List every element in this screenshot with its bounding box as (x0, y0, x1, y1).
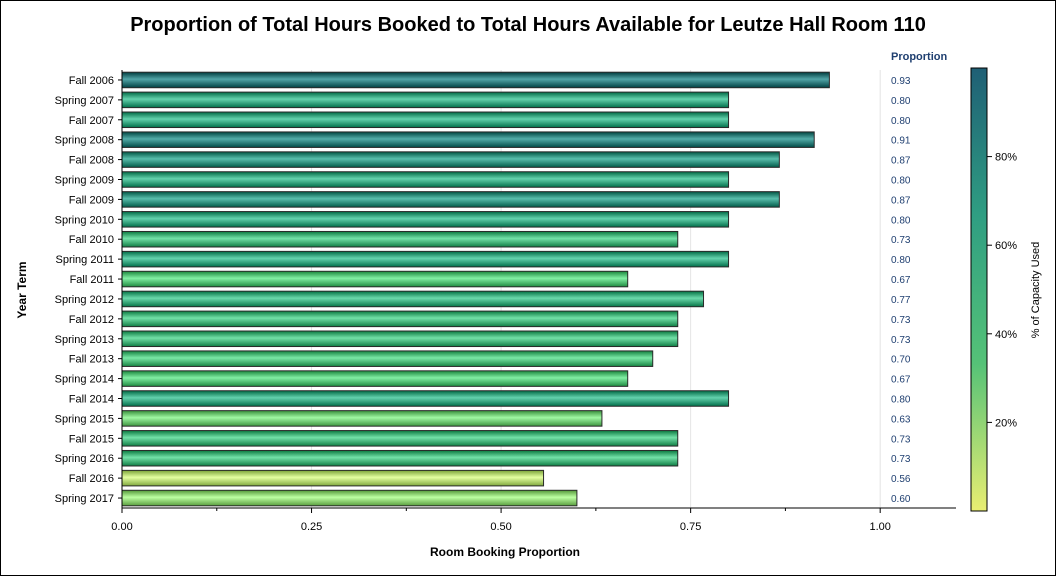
y-tick-label: Spring 2009 (55, 175, 114, 187)
y-tick-label: Fall 2009 (69, 194, 114, 206)
bar-spring-2011 (121, 250, 730, 268)
value-label: 0.73 (891, 434, 911, 445)
y-tick-label: Spring 2017 (55, 493, 114, 505)
value-label: 0.80 (891, 116, 911, 127)
y-tick-label: Spring 2011 (55, 254, 114, 266)
bar-fall-2008 (121, 151, 780, 168)
y-tick-label: Spring 2008 (55, 135, 114, 147)
y-tick-label: Spring 2012 (55, 294, 114, 306)
axes: Fall 2006 Spring 2007 Fall 2007 Spring 2008… (55, 70, 956, 533)
colorbar-tick-label: 60% (995, 240, 1017, 252)
value-label: 0.80 (891, 255, 911, 266)
y-tick-label: Spring 2016 (55, 453, 114, 465)
bar-spring-2007 (121, 91, 730, 109)
value-label: 0.80 (891, 96, 911, 107)
bars (121, 71, 830, 507)
value-label: 0.63 (891, 414, 911, 425)
bar-spring-2008 (121, 131, 815, 148)
value-label: 0.80 (891, 176, 911, 187)
bar-fall-2012 (121, 310, 679, 328)
bar-spring-2017 (121, 489, 578, 507)
x-tick-label: 0.00 (111, 521, 132, 533)
x-axis-title: Room Booking Proportion (430, 545, 580, 559)
bar-spring-2015 (121, 410, 603, 427)
value-label: 0.80 (891, 395, 911, 406)
value-column-header: Proportion (891, 51, 948, 63)
colorbar-tick-label: 20% (995, 417, 1017, 429)
y-tick-label: Spring 2013 (55, 334, 114, 346)
value-label: 0.56 (891, 474, 911, 485)
y-tick-label: Fall 2014 (69, 394, 114, 406)
value-label: 0.73 (891, 335, 911, 346)
y-tick-label: Spring 2007 (55, 95, 114, 107)
bar-fall-2006 (121, 71, 830, 89)
bar-spring-2013 (121, 330, 679, 348)
bar-fall-2011 (121, 270, 629, 288)
bar-fall-2013 (121, 350, 654, 367)
value-labels: 0.93 0.80 0.80 0.91 0.87 0.80 0.87 0.80 0.73 0.80… (891, 76, 911, 505)
bar-spring-2016 (121, 449, 679, 467)
bar-fall-2007 (121, 111, 730, 129)
x-tick-label: 0.25 (301, 521, 322, 533)
y-tick-label: Fall 2006 (69, 75, 114, 87)
y-tick-label: Fall 2016 (69, 473, 114, 485)
y-tick-label: Fall 2010 (69, 234, 114, 246)
bar-fall-2016 (121, 469, 545, 487)
bar-spring-2012 (121, 290, 705, 308)
chart-title: Proportion of Total Hours Booked to Tota… (130, 14, 926, 36)
y-tick-label: Fall 2013 (69, 354, 114, 366)
y-tick-label: Fall 2008 (69, 155, 114, 167)
bar-spring-2009 (121, 171, 730, 188)
value-label: 0.70 (891, 355, 911, 366)
y-tick-label: Spring 2014 (55, 374, 114, 386)
value-label: 0.80 (891, 215, 911, 226)
x-tick-label: 1.00 (869, 521, 890, 533)
y-tick-label: Fall 2012 (69, 314, 114, 326)
bar-spring-2010 (121, 211, 730, 228)
value-label: 0.87 (891, 195, 911, 206)
value-label: 0.73 (891, 315, 911, 326)
value-label: 0.93 (891, 76, 911, 87)
y-tick-label: Fall 2007 (69, 115, 114, 127)
y-tick-label: Fall 2015 (69, 433, 114, 445)
colorbar-tick-label: 40% (995, 329, 1017, 341)
value-label: 0.67 (891, 375, 911, 386)
value-label: 0.73 (891, 454, 911, 465)
bar-fall-2014 (121, 390, 730, 407)
x-tick-label: 0.75 (680, 521, 701, 533)
bar-spring-2014 (121, 370, 629, 387)
value-label: 0.77 (891, 295, 911, 306)
y-tick-label: Fall 2011 (70, 274, 114, 286)
bar-fall-2009 (121, 191, 780, 208)
y-tick-label: Spring 2010 (55, 214, 114, 226)
colorbar-ramp (970, 67, 988, 512)
value-label: 0.87 (891, 156, 911, 167)
colorbar: 20% 40% 60% 80% (970, 67, 1017, 512)
x-tick-label: 0.50 (490, 521, 511, 533)
value-label: 0.60 (891, 494, 911, 505)
value-label: 0.73 (891, 235, 911, 246)
bar-fall-2015 (121, 430, 679, 447)
value-label: 0.91 (891, 136, 911, 147)
value-label: 0.67 (891, 275, 911, 286)
bar-fall-2010 (121, 230, 679, 248)
y-tick-label: Spring 2015 (55, 413, 114, 425)
colorbar-tick-label: 80% (995, 152, 1017, 164)
